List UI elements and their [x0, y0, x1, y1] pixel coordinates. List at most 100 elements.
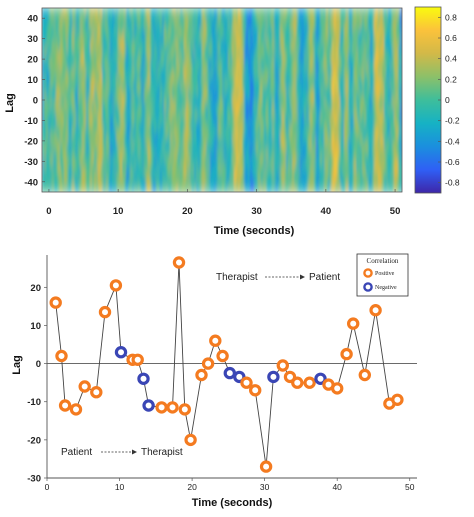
heatmap-cell — [272, 75, 275, 83]
heatmap-cell — [372, 44, 375, 52]
heatmap-cell — [162, 81, 165, 89]
heatmap-cell — [248, 124, 251, 132]
heatmap-cell — [228, 136, 231, 144]
heatmap-cell — [234, 130, 237, 138]
heatmap-cell — [178, 106, 181, 113]
heatmap-cell — [108, 26, 111, 34]
heatmap-cell — [336, 63, 339, 70]
heatmap-cell — [186, 124, 189, 132]
heatmap-cell — [288, 44, 291, 52]
heatmap-cell — [134, 179, 137, 187]
heatmap-cell — [258, 185, 261, 192]
heatmap-cell — [72, 44, 75, 52]
heatmap-cell — [262, 87, 265, 95]
heatmap-cell — [164, 118, 167, 126]
heatmap-cell — [316, 112, 319, 119]
heatmap-cell — [352, 106, 355, 113]
heatmap-cell — [244, 26, 247, 34]
heatmap-cell — [182, 118, 185, 126]
heatmap-cell — [220, 185, 223, 192]
heatmap-cell — [132, 100, 135, 107]
heatmap-cell — [314, 81, 317, 89]
heatmap-cell — [112, 112, 115, 119]
heatmap-cell — [174, 136, 177, 144]
heatmap-cell — [326, 20, 329, 27]
heatmap-cell — [304, 26, 307, 34]
heatmap-cell — [286, 161, 289, 169]
heatmap-cell — [322, 130, 325, 138]
heatmap-cell — [196, 26, 199, 34]
heatmap-cell — [268, 81, 271, 89]
heatmap-cell — [288, 87, 291, 95]
heatmap-cell — [214, 142, 217, 150]
heatmap-cell — [242, 63, 245, 70]
heatmap-cell — [196, 173, 199, 181]
heatmap-cell — [244, 185, 247, 192]
heatmap-cell — [130, 100, 133, 107]
heatmap-cell — [224, 106, 227, 113]
heatmap-cell — [104, 44, 107, 52]
heatmap-cell — [234, 112, 237, 119]
heatmap-cell — [296, 142, 299, 150]
heatmap-cell — [168, 14, 171, 21]
heatmap-cell — [240, 155, 243, 162]
heatmap-cell — [164, 38, 167, 46]
heatmap-cell — [68, 50, 71, 58]
heatmap-cell — [170, 57, 173, 64]
heatmap-cell — [140, 38, 143, 46]
heatmap-cell — [126, 93, 129, 101]
heatmap-cell — [82, 136, 85, 144]
heatmap-cell — [50, 100, 53, 107]
heatmap-cell — [204, 44, 207, 52]
heatmap-cell — [84, 185, 87, 192]
heatmap-cell — [286, 167, 289, 175]
heatmap-cell — [324, 44, 327, 52]
heatmap-cell — [320, 167, 323, 175]
heatmap-cell — [298, 124, 301, 132]
heatmap-cell — [352, 87, 355, 95]
heatmap-cell — [194, 173, 197, 181]
heatmap-cell — [188, 87, 191, 95]
heatmap-cell — [82, 161, 85, 169]
heatmap-cell — [284, 185, 287, 192]
heatmap-cell — [90, 100, 93, 107]
heatmap-cell — [186, 161, 189, 169]
heatmap-cell — [258, 75, 261, 83]
heatmap-cell — [234, 32, 237, 40]
heatmap-cell — [174, 93, 177, 101]
heatmap-cell — [188, 93, 191, 101]
heatmap-cell — [250, 155, 253, 162]
heatmap-cell — [122, 185, 125, 192]
heatmap-cell — [166, 93, 169, 101]
heatmap-cell — [338, 155, 341, 162]
heatmap-cell — [290, 173, 293, 181]
heatmap-cell — [344, 14, 347, 21]
heatmap-cell — [252, 124, 255, 132]
heatmap-cell — [78, 179, 81, 187]
heatmap-cell — [52, 44, 55, 52]
heatmap-cell — [296, 112, 299, 119]
heatmap-cell — [286, 8, 289, 15]
heatmap-cell — [90, 26, 93, 34]
heatmap-cell — [198, 38, 201, 46]
heatmap-cell — [68, 112, 71, 119]
heatmap-cell — [132, 118, 135, 126]
heatmap-cell — [176, 155, 179, 162]
heatmap-cell — [120, 161, 123, 169]
heatmap-cell — [78, 155, 81, 162]
heatmap-cell — [142, 173, 145, 181]
heatmap-cell — [132, 124, 135, 132]
heatmap-cell — [168, 32, 171, 40]
heatmap-cell — [140, 155, 143, 162]
heatmap-cell — [50, 57, 53, 64]
heatmap-cell — [118, 106, 121, 113]
heatmap-cell — [152, 81, 155, 89]
heatmap-cell — [72, 93, 75, 101]
heatmap-cell — [348, 173, 351, 181]
heatmap-cell — [210, 100, 213, 107]
heatmap-cell — [74, 130, 77, 138]
heatmap-cell — [340, 155, 343, 162]
heatmap-cell — [120, 118, 123, 126]
heatmap-cell — [84, 142, 87, 150]
heatmap-cell — [48, 81, 51, 89]
